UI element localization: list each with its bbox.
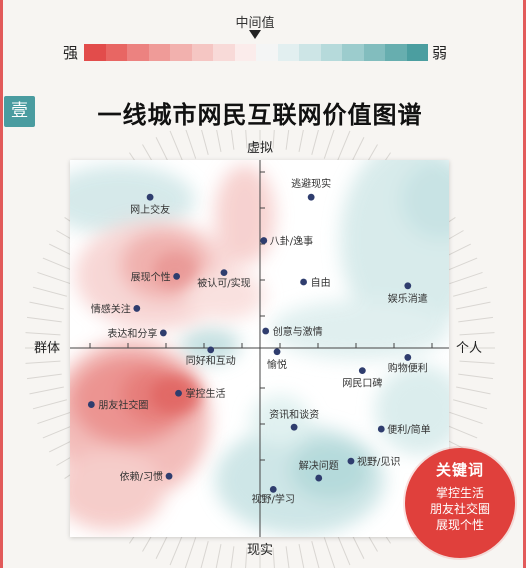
data-point-label: 解决问题 <box>299 459 339 472</box>
data-point <box>269 485 277 493</box>
legend-swatch <box>213 44 235 61</box>
data-point <box>173 272 181 280</box>
data-point-label: 便利/简单 <box>387 423 430 436</box>
data-point-label: 网上交友 <box>130 203 170 216</box>
data-point-label: 展现个性 <box>131 270 171 283</box>
data-point-label: 同好和互动 <box>186 355 236 367</box>
legend-swatch <box>191 44 213 61</box>
legend-color-scale <box>84 44 428 61</box>
axis-label-top: 虚拟 <box>247 141 273 156</box>
data-point <box>262 327 270 335</box>
data-point-label: 创意与激情 <box>273 325 323 338</box>
data-point-label: 愉悦 <box>267 358 287 371</box>
legend-swatch <box>385 44 407 61</box>
keyword-item: 掌控生活 <box>435 486 484 500</box>
data-point-label: 情感关注 <box>91 302 131 315</box>
data-point-label: 视野/学习 <box>252 492 295 505</box>
data-point <box>273 348 281 356</box>
data-point <box>133 305 141 312</box>
right-edge-stripe <box>523 0 526 568</box>
data-point <box>260 237 268 244</box>
axis-label-right: 个人 <box>456 341 482 356</box>
legend-swatch <box>84 44 106 61</box>
data-point <box>377 425 385 433</box>
legend-mid-arrow-icon <box>249 30 261 39</box>
heat-regions <box>70 160 449 535</box>
legend-swatch <box>256 44 278 61</box>
data-point-label: 视野/见识 <box>357 455 400 468</box>
legend-swatch <box>127 44 149 61</box>
legend-swatch <box>105 44 127 61</box>
data-point <box>300 278 307 286</box>
data-point-label: 被认可/实现 <box>197 277 250 290</box>
page-title: 一线城市网民互联网价值图谱 <box>97 100 423 129</box>
data-point <box>347 457 355 465</box>
data-point <box>307 193 315 201</box>
data-point <box>159 329 167 337</box>
data-point-label: 逃避现实 <box>291 177 331 190</box>
legend-strong-label: 强 <box>63 44 79 62</box>
keyword-item: 展现个性 <box>435 518 484 532</box>
data-point <box>175 389 182 397</box>
legend-swatch <box>170 44 192 61</box>
data-point <box>404 282 412 290</box>
legend-swatch <box>406 44 428 61</box>
data-point <box>207 346 215 354</box>
data-point <box>404 354 412 361</box>
legend-swatch <box>299 44 321 61</box>
legend-swatch <box>363 44 385 61</box>
data-point <box>87 401 95 408</box>
axis-label-bottom: 现实 <box>247 543 273 558</box>
legend-swatch <box>148 44 170 61</box>
keyword-badge: 关键词 掌控生活 朋友社交圈 展现个性 <box>405 448 515 558</box>
legend-mid-label: 中间值 <box>235 16 275 31</box>
data-point <box>358 367 366 375</box>
legend-swatch <box>234 44 256 61</box>
legend-swatch <box>342 44 364 61</box>
data-point-label: 购物便利 <box>388 361 428 374</box>
data-point <box>146 193 154 201</box>
data-point <box>220 269 228 276</box>
data-point-label: 八卦/逸事 <box>270 235 313 248</box>
data-point <box>315 474 323 482</box>
data-point-label: 自由 <box>311 276 331 289</box>
data-point-label: 依赖/习惯 <box>120 470 163 483</box>
data-point-label: 表达和分享 <box>107 327 157 340</box>
legend-swatch <box>320 44 342 61</box>
data-point-label: 资讯和谈资 <box>269 408 319 421</box>
left-edge-stripe <box>0 0 3 568</box>
data-point-label: 网民口碑 <box>342 377 382 390</box>
data-point-label: 娱乐消遣 <box>388 292 428 305</box>
axis-ticks <box>89 171 433 497</box>
legend-weak-label: 弱 <box>432 44 448 62</box>
data-point <box>165 472 173 480</box>
data-point-label: 朋友社交圈 <box>98 399 148 412</box>
keyword-item: 朋友社交圈 <box>429 502 490 516</box>
section-badge: 壹 <box>4 96 35 127</box>
axis-label-left: 群体 <box>34 341 60 356</box>
data-point <box>290 423 298 431</box>
data-point-label: 掌控生活 <box>186 387 226 400</box>
legend-swatch <box>277 44 299 61</box>
keyword-title: 关键词 <box>435 461 484 479</box>
